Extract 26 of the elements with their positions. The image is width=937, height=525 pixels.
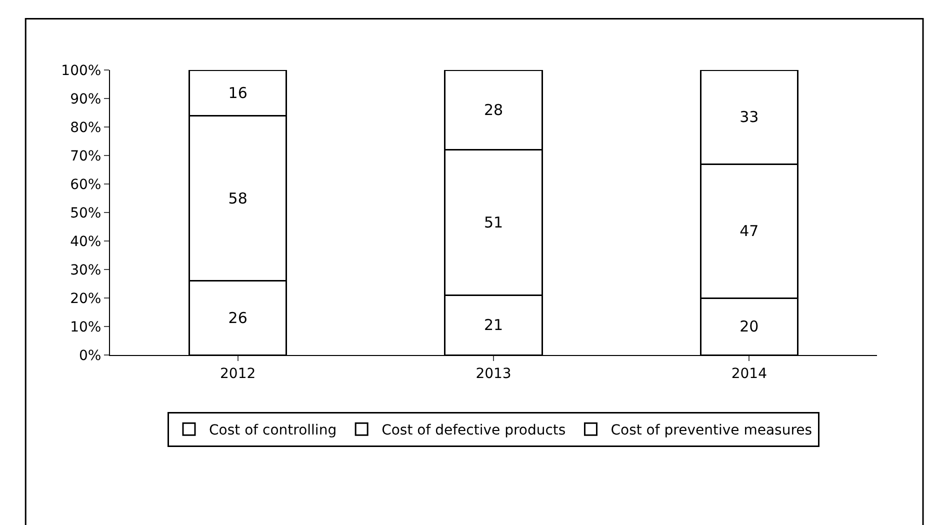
y-tick-label: 60%: [70, 176, 102, 193]
legend-label: Cost of preventive measures: [610, 422, 812, 439]
y-tick-label: 10%: [70, 319, 102, 336]
y-tick-label: 90%: [70, 91, 102, 108]
y-tick-label: 70%: [70, 148, 102, 164]
data-label: 51: [484, 213, 504, 232]
data-label: 47: [740, 222, 759, 240]
data-label: 58: [228, 189, 248, 208]
x-tick-label: 2014: [731, 366, 768, 382]
y-tick-label: 80%: [70, 120, 102, 136]
legend-label: Cost of defective products: [382, 422, 566, 439]
data-label: 26: [228, 308, 248, 327]
y-tick-label: 100%: [61, 62, 102, 79]
y-tick-label: 20%: [70, 290, 102, 307]
legend-label: Cost of controlling: [209, 422, 337, 439]
data-label: 33: [740, 108, 759, 126]
data-label: 20: [740, 318, 759, 336]
y-tick-label: 30%: [70, 262, 102, 278]
data-label: 28: [484, 100, 504, 119]
data-label: 21: [484, 316, 504, 334]
x-tick-label: 2013: [476, 366, 512, 382]
y-tick-label: 0%: [78, 348, 102, 364]
y-tick-label: 40%: [70, 234, 102, 250]
data-label: 16: [228, 84, 248, 102]
x-tick-label: 2012: [220, 366, 256, 382]
y-tick-label: 50%: [70, 205, 102, 222]
